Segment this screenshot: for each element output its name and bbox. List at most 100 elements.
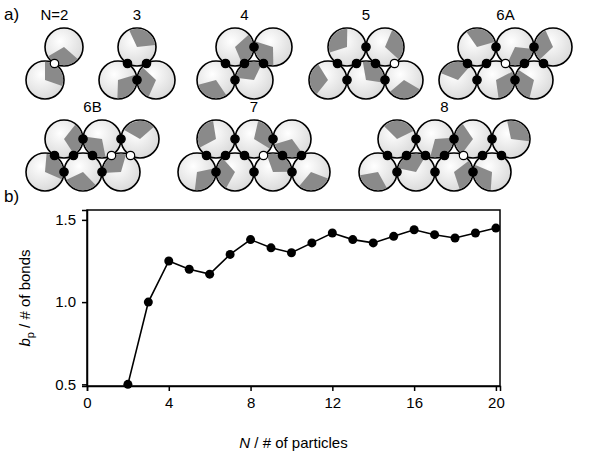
contact-bond bbox=[123, 59, 131, 67]
contact-bond bbox=[231, 76, 239, 84]
particle bbox=[121, 120, 159, 158]
contact-bond bbox=[69, 151, 77, 159]
x-tick: 0 bbox=[83, 386, 91, 411]
cluster-label: 5 bbox=[362, 6, 370, 23]
contact-bond bbox=[79, 135, 87, 143]
contact-bond bbox=[250, 43, 258, 51]
patch bbox=[507, 121, 529, 141]
contact-bond bbox=[539, 59, 547, 67]
particle bbox=[378, 120, 416, 158]
particle bbox=[26, 61, 64, 99]
particle bbox=[328, 28, 366, 66]
particle bbox=[83, 120, 121, 158]
contact-bond bbox=[497, 151, 505, 159]
y-tick: 0.5 bbox=[55, 376, 87, 393]
x-tick: 20 bbox=[488, 386, 505, 411]
patch bbox=[496, 72, 514, 98]
figure: a)N=23456A6B78b)0481216200.51.01.5N / # … bbox=[0, 0, 590, 459]
cluster-label: N=2 bbox=[41, 6, 69, 23]
particle bbox=[178, 153, 216, 191]
data-point bbox=[307, 238, 316, 247]
particle bbox=[45, 28, 83, 66]
contact-bond bbox=[371, 59, 379, 67]
contact-bond bbox=[231, 135, 239, 143]
x-axis: 048121620 bbox=[83, 386, 504, 411]
contact-bond bbox=[278, 151, 286, 159]
x-tick-label: 4 bbox=[165, 394, 173, 411]
patch bbox=[329, 29, 347, 53]
data-point bbox=[144, 298, 153, 307]
contact-bond bbox=[240, 59, 248, 67]
x-axis-line bbox=[88, 387, 501, 392]
y-axis-title-symbol: b bbox=[16, 338, 33, 346]
particle bbox=[439, 61, 477, 99]
plot-frame bbox=[87, 210, 500, 386]
contact-open bbox=[390, 59, 398, 67]
particle bbox=[235, 61, 273, 99]
patch bbox=[390, 80, 420, 98]
cluster-label: 8 bbox=[440, 98, 448, 115]
contact-bond bbox=[288, 168, 296, 176]
patch bbox=[360, 172, 387, 190]
contact-bond bbox=[511, 76, 519, 84]
particle bbox=[216, 28, 254, 66]
contact-bond bbox=[381, 76, 389, 84]
contact-bond bbox=[133, 76, 141, 84]
particle bbox=[99, 61, 137, 99]
contact-bond bbox=[383, 151, 391, 159]
contact-open bbox=[459, 151, 467, 159]
cluster-label: 6B bbox=[83, 98, 101, 115]
patch bbox=[299, 172, 328, 190]
contact-bond bbox=[492, 43, 500, 51]
particle bbox=[64, 153, 102, 191]
contact-bond bbox=[142, 59, 150, 67]
y-axis-line bbox=[82, 211, 88, 387]
patch bbox=[474, 165, 492, 190]
cluster bbox=[359, 120, 530, 191]
data-point bbox=[164, 256, 173, 265]
y-axis: 0.51.01.5 bbox=[55, 211, 87, 393]
contact-bond bbox=[212, 168, 220, 176]
particle bbox=[254, 153, 292, 191]
contact-bond bbox=[450, 135, 458, 143]
particle bbox=[385, 61, 423, 99]
patch bbox=[385, 30, 403, 59]
cluster bbox=[439, 28, 572, 99]
particle bbox=[197, 120, 235, 158]
particle bbox=[397, 153, 435, 191]
particle bbox=[26, 153, 64, 191]
cluster-label: 7 bbox=[250, 98, 258, 115]
x-tick-mark bbox=[250, 386, 252, 391]
data-point bbox=[226, 250, 235, 259]
data-point bbox=[410, 225, 419, 234]
cluster bbox=[26, 28, 83, 99]
contact-bond bbox=[297, 151, 305, 159]
particle bbox=[515, 61, 553, 99]
contact-bond bbox=[412, 135, 420, 143]
x-tick-label: 20 bbox=[488, 394, 505, 411]
patch bbox=[467, 29, 495, 47]
contact-bond bbox=[117, 135, 125, 143]
data-point bbox=[328, 229, 337, 238]
x-tick: 12 bbox=[325, 386, 342, 411]
particle bbox=[496, 28, 534, 66]
cluster bbox=[197, 28, 292, 99]
contact-open bbox=[50, 59, 58, 67]
contact-bond bbox=[402, 151, 410, 159]
y-tick-label: 0.5 bbox=[55, 376, 76, 393]
particle bbox=[435, 153, 473, 191]
contact-bond bbox=[343, 76, 351, 84]
x-tick: 4 bbox=[165, 386, 173, 411]
contact-bond bbox=[250, 168, 258, 176]
contact-bond bbox=[60, 168, 68, 176]
particle bbox=[492, 120, 530, 158]
patch bbox=[310, 65, 328, 95]
x-tick-mark bbox=[414, 386, 416, 391]
x-tick-label: 8 bbox=[247, 394, 255, 411]
data-point bbox=[471, 229, 480, 238]
contact-bond bbox=[478, 151, 486, 159]
particle bbox=[235, 120, 273, 158]
x-tick: 8 bbox=[247, 386, 255, 411]
y-tick-mark bbox=[82, 220, 87, 222]
data-point bbox=[123, 380, 132, 389]
